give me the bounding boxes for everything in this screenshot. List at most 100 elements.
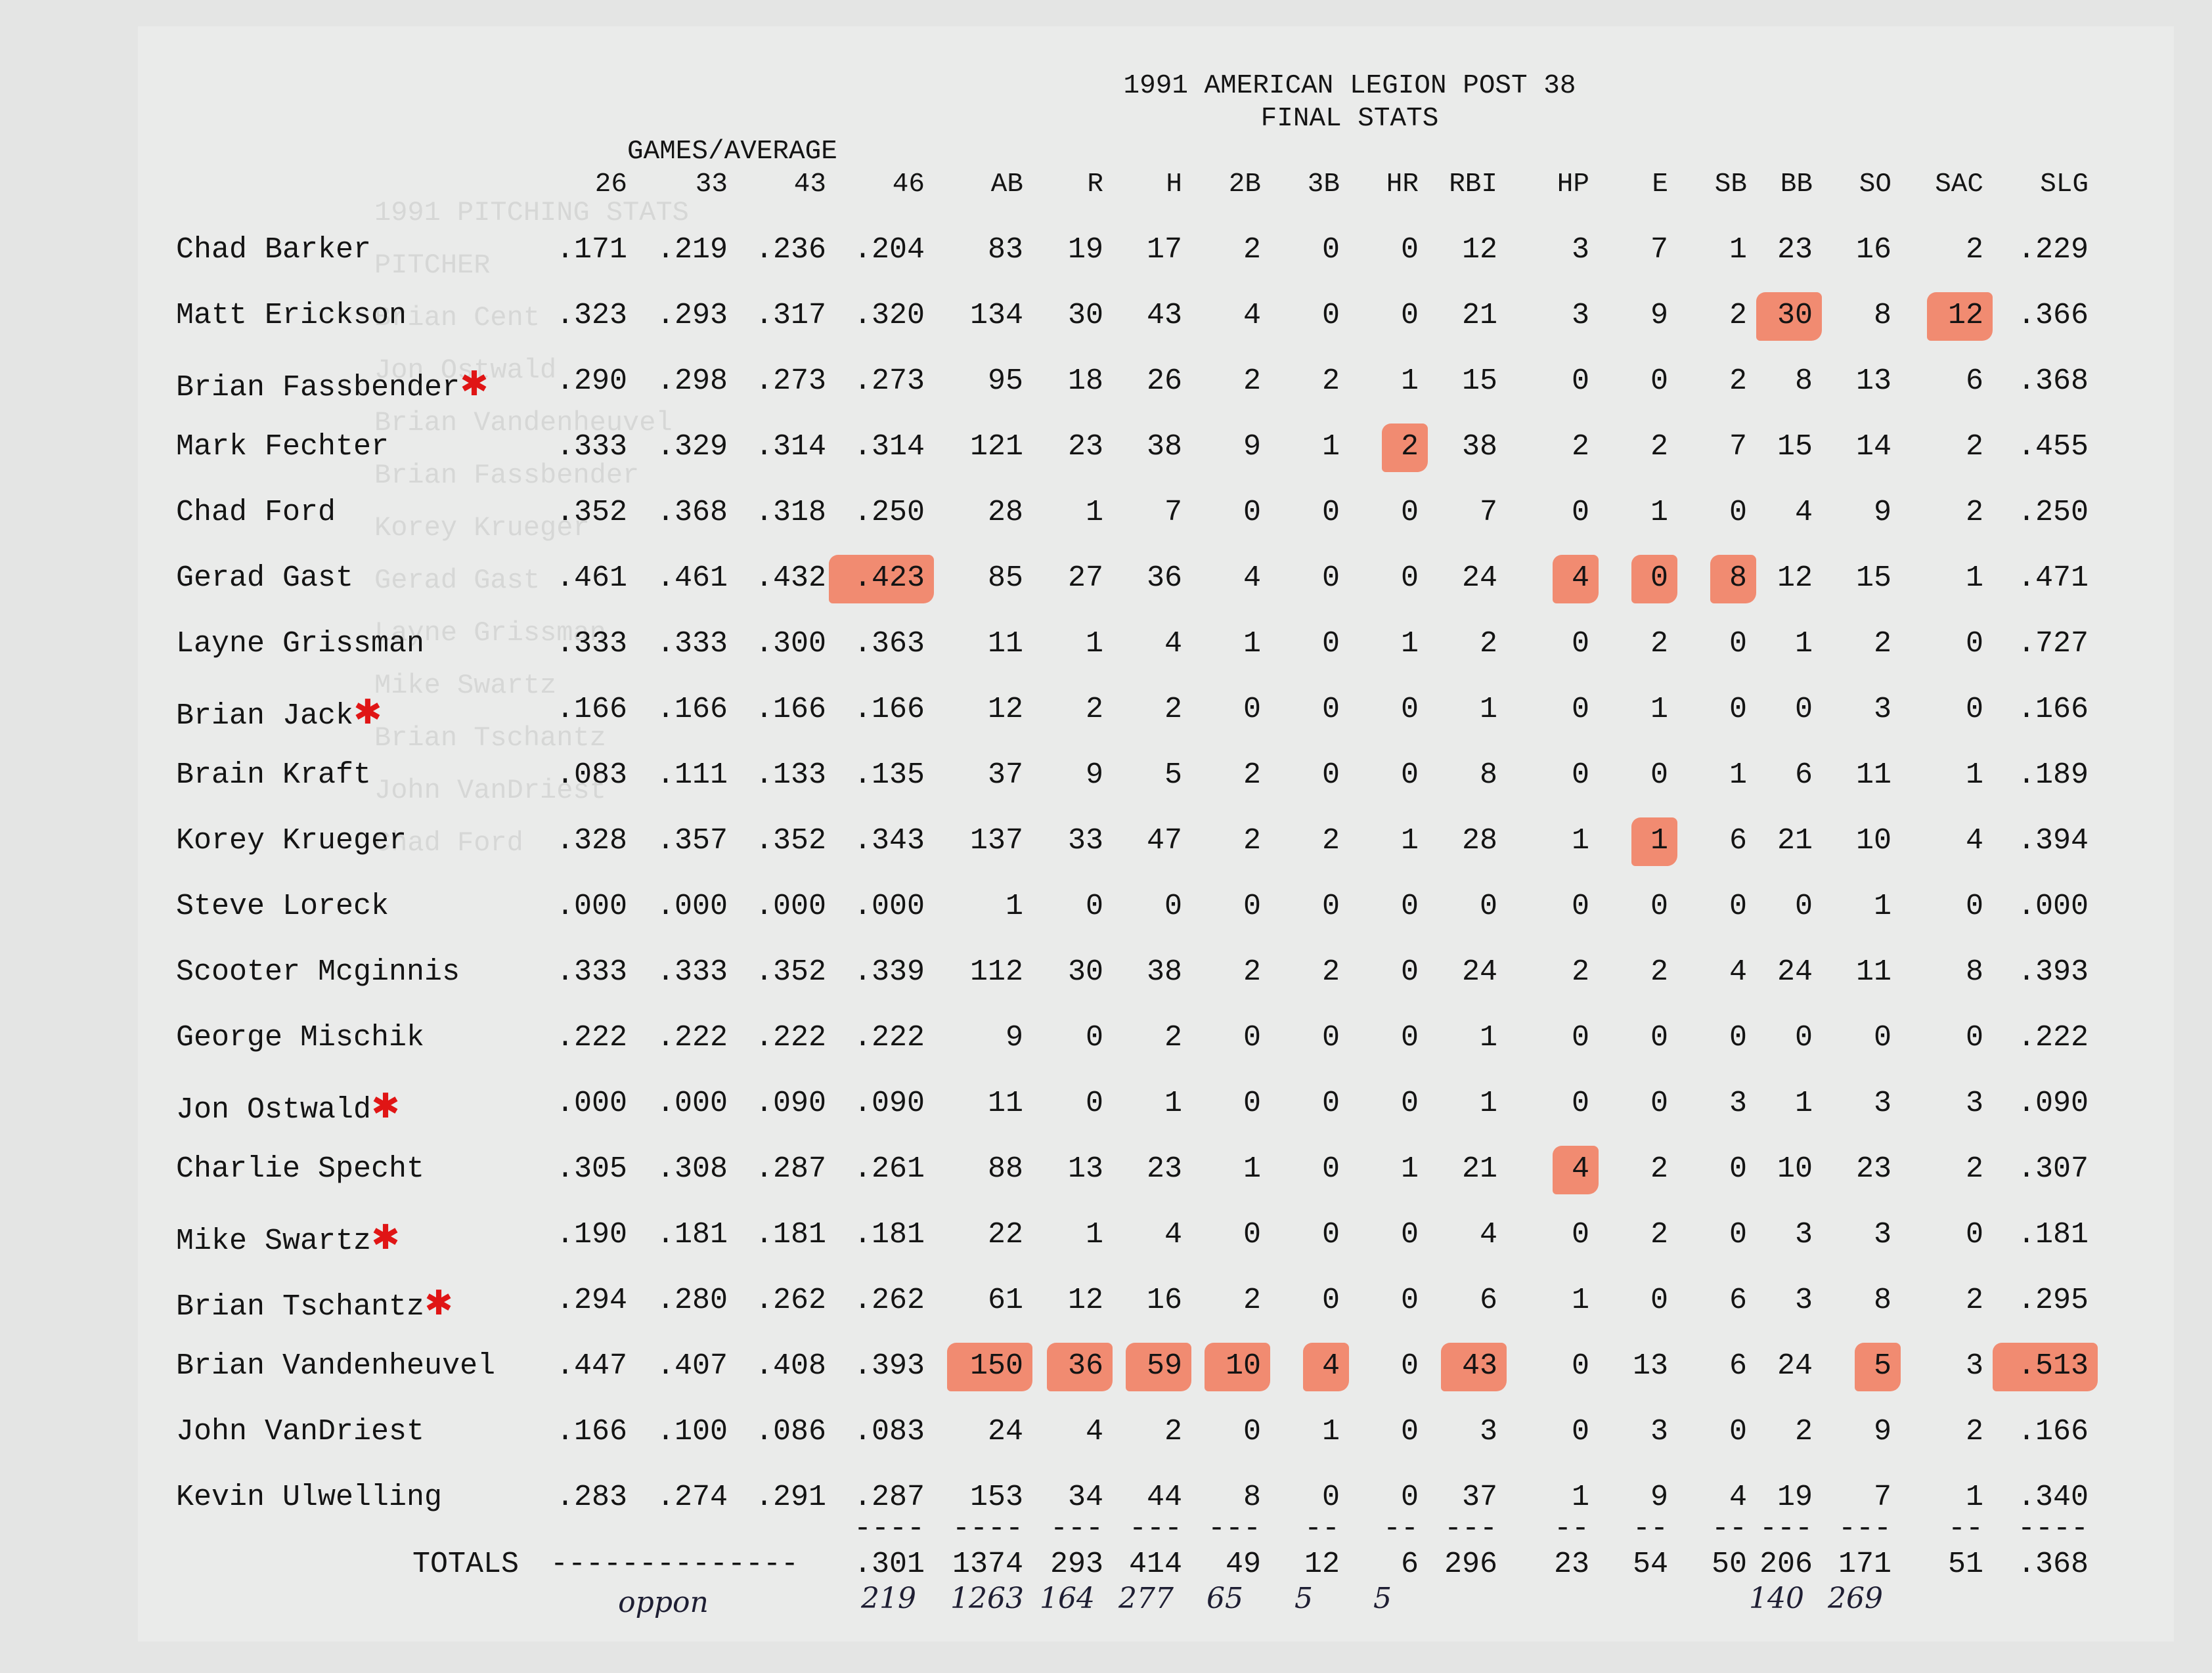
stat-cell-43: .352	[755, 955, 826, 989]
stat-cell-43: .166	[755, 693, 826, 726]
stat-cell-r: 23	[1067, 430, 1103, 464]
stat-cell-e: 0	[1650, 1087, 1668, 1120]
highlight-mark	[1205, 1343, 1270, 1391]
highlight-mark	[1710, 555, 1756, 603]
player-name: Scooter Mcginnis	[176, 955, 460, 989]
stat-cell-ab: 121	[969, 430, 1023, 464]
total-underline: --	[1632, 1512, 1668, 1546]
stat-cell-r: 1	[1085, 496, 1103, 529]
total-underline: --	[1553, 1512, 1589, 1546]
stat-cell-sb: 4	[1729, 1481, 1747, 1514]
stat-cell-26: .294	[556, 1284, 627, 1317]
bleed-through-text: 1991 PITCHING STATS PITCHER Brian Cent Jon …	[374, 197, 1557, 919]
handwritten-value: 219	[861, 1582, 916, 1615]
stat-cell-h: 2	[1164, 693, 1182, 726]
stat-cell-ab: 150	[969, 1349, 1023, 1383]
stat-cell-33: .181	[656, 1218, 728, 1251]
total-underline: ----	[952, 1512, 1023, 1546]
stat-cell-3b: 0	[1321, 1481, 1340, 1514]
player-name: Kevin Ulwelling	[176, 1481, 443, 1514]
stat-cell-slg: .471	[2017, 561, 2089, 595]
stat-cell-33: .298	[656, 364, 728, 398]
total-underline: ---	[1838, 1512, 1891, 1546]
stat-cell-hr: 0	[1400, 496, 1419, 529]
stat-cell-ab: 153	[969, 1481, 1023, 1514]
stat-cell-rbi: 1	[1479, 1087, 1497, 1120]
stat-cell-sb: 0	[1729, 1021, 1747, 1054]
player-name: Brian Jack✱	[176, 693, 382, 733]
stat-cell-sb: 8	[1729, 561, 1747, 595]
total-cell: 49	[1225, 1548, 1261, 1581]
stat-cell-so: 14	[1855, 430, 1891, 464]
stat-cell-26: .171	[556, 233, 627, 267]
col-header-r: R	[1087, 169, 1103, 200]
stat-cell-r: 27	[1067, 561, 1103, 595]
stat-cell-bb: 15	[1777, 430, 1813, 464]
stat-cell-h: 16	[1146, 1284, 1182, 1317]
stat-cell-e: 2	[1650, 627, 1668, 661]
stat-cell-h: 59	[1146, 1349, 1182, 1383]
stat-cell-h: 7	[1164, 496, 1182, 529]
stat-cell-sb: 6	[1729, 1349, 1747, 1383]
player-name: John VanDriest	[176, 1415, 425, 1448]
stat-cell-sb: 6	[1729, 1284, 1747, 1317]
stat-cell-46: .314	[853, 430, 925, 464]
col-header-ab: AB	[990, 169, 1023, 200]
stat-cell-so: 11	[1855, 955, 1891, 989]
ghost-line: Jon Ostwald	[374, 355, 557, 386]
stat-cell-ab: 1	[1005, 890, 1023, 923]
stat-cell-r: 0	[1085, 890, 1103, 923]
stat-cell-bb: 3	[1794, 1284, 1813, 1317]
stat-cell-rbi: 4	[1479, 1218, 1497, 1251]
player-name: Mark Fechter	[176, 430, 389, 464]
player-name: Matt Erickson	[176, 299, 407, 332]
stat-cell-hp: 1	[1571, 824, 1589, 858]
stat-cell-3b: 0	[1321, 758, 1340, 792]
stat-cell-e: 13	[1632, 1349, 1668, 1383]
stat-cell-43: .314	[755, 430, 826, 464]
stat-cell-so: 11	[1855, 758, 1891, 792]
stat-cell-bb: 0	[1794, 1021, 1813, 1054]
stat-cell-46: .000	[853, 890, 925, 923]
stat-cell-46: .181	[853, 1218, 925, 1251]
stat-cell-hr: 0	[1400, 1218, 1419, 1251]
player-name: George Mischik	[176, 1021, 425, 1054]
stat-cell-33: .308	[656, 1152, 728, 1186]
stat-cell-slg: .166	[2017, 1415, 2089, 1448]
player-name: Chad Barker	[176, 233, 372, 267]
stat-cell-slg: .222	[2017, 1021, 2089, 1054]
stat-cell-ab: 22	[987, 1218, 1023, 1251]
stat-cell-h: 44	[1146, 1481, 1182, 1514]
handwritten-value: 269	[1828, 1582, 1883, 1615]
stat-cell-r: 36	[1067, 1349, 1103, 1383]
stat-cell-43: .300	[755, 627, 826, 661]
total-underline: ---	[1128, 1512, 1182, 1546]
stat-cell-sac: 2	[1965, 1415, 1983, 1448]
ghost-line: Brian Fassbender	[374, 460, 640, 491]
stat-cell-46: .222	[853, 1021, 925, 1054]
stat-cell-46: .135	[853, 758, 925, 792]
stat-cell-3b: 0	[1321, 890, 1340, 923]
stat-cell-hp: 3	[1571, 233, 1589, 267]
stat-cell-r: 2	[1085, 693, 1103, 726]
col-header-33: 33	[695, 169, 728, 200]
stat-cell-slg: .189	[2017, 758, 2089, 792]
stat-cell-so: 0	[1873, 1021, 1891, 1054]
stat-cell-so: 13	[1855, 364, 1891, 398]
stat-cell-33: .333	[656, 627, 728, 661]
stat-cell-hr: 1	[1400, 364, 1419, 398]
stat-cell-sac: 1	[1965, 758, 1983, 792]
stat-cell-hp: 4	[1571, 561, 1589, 595]
stat-cell-bb: 1	[1794, 627, 1813, 661]
stat-cell-slg: .393	[2017, 955, 2089, 989]
player-name: Gerad Gast	[176, 561, 354, 595]
stat-cell-sac: 1	[1965, 561, 1983, 595]
player-name: Brain Kraft	[176, 758, 372, 792]
stat-cell-e: 2	[1650, 1152, 1668, 1186]
stat-cell-33: .461	[656, 561, 728, 595]
stat-cell-so: 16	[1855, 233, 1891, 267]
stat-cell-43: .408	[755, 1349, 826, 1383]
stat-cell-26: .352	[556, 496, 627, 529]
stat-cell-3b: 0	[1321, 496, 1340, 529]
stat-cell-e: 0	[1650, 1284, 1668, 1317]
